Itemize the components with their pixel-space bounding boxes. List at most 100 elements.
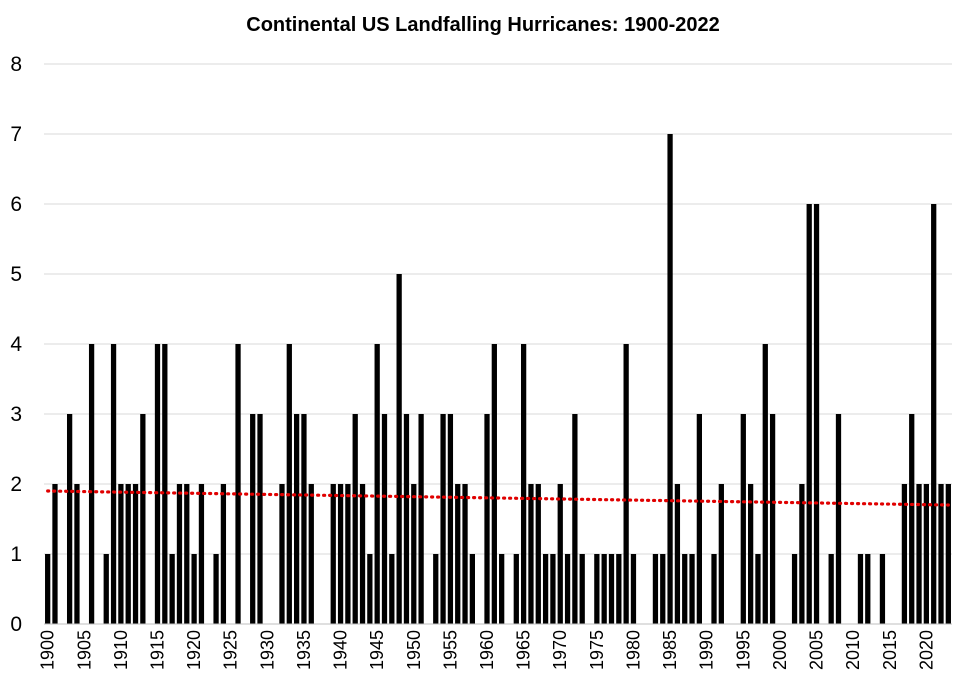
bar-1995 <box>740 414 746 624</box>
y-tick-label: 7 <box>10 123 22 146</box>
bar-1933 <box>286 344 292 624</box>
bar-1944 <box>367 554 373 624</box>
bar-1961 <box>491 344 497 624</box>
bar-1967 <box>535 484 541 624</box>
y-tick-label: 5 <box>10 263 22 286</box>
bar-1935 <box>301 414 307 624</box>
bar-1951 <box>418 414 424 624</box>
bar-1946 <box>381 414 388 624</box>
bar-1978 <box>616 554 622 624</box>
chart-title: Continental US Landfalling Hurricanes: 1… <box>246 14 719 36</box>
bar-1986 <box>674 484 681 624</box>
x-tick-label: 1905 <box>74 630 94 670</box>
bar-1936 <box>308 484 314 624</box>
bar-1970 <box>557 484 563 624</box>
x-tick-label: 2020 <box>916 630 936 670</box>
bar-1901 <box>52 484 58 624</box>
bar-2008 <box>835 414 842 624</box>
bar-1977 <box>608 554 615 624</box>
x-tick-label: 1920 <box>184 630 204 670</box>
bar-1949 <box>403 414 410 624</box>
x-tick-label: 1960 <box>477 630 497 670</box>
bar-1988 <box>689 554 695 624</box>
bar-2019 <box>916 484 922 624</box>
x-tick-label: 1980 <box>623 630 643 670</box>
x-tick-label: 1990 <box>697 630 717 670</box>
bar-1926 <box>235 344 241 624</box>
x-tick-label: 1940 <box>331 630 351 670</box>
y-axis-tick-labels: 0 1 2 3 4 5 6 7 8 <box>10 53 22 636</box>
gridlines <box>44 63 952 555</box>
x-tick-label: 2015 <box>880 630 900 670</box>
bar-1912 <box>132 484 139 624</box>
bar-1955 <box>447 414 454 624</box>
bar-1919 <box>184 484 190 624</box>
bar-1953 <box>433 554 439 624</box>
bar-1969 <box>550 554 556 624</box>
bar-1972 <box>572 414 578 624</box>
bar-1996 <box>747 484 754 624</box>
bar-1904 <box>74 484 80 624</box>
x-tick-label: 2010 <box>843 630 863 670</box>
bar-2011 <box>857 554 864 624</box>
bar-1917 <box>169 554 175 624</box>
bar-1908 <box>103 554 109 624</box>
bar-1997 <box>755 554 761 624</box>
bar-1903 <box>66 414 73 624</box>
x-tick-label: 1975 <box>587 630 607 670</box>
x-tick-label: 1930 <box>257 630 277 670</box>
bar-1971 <box>564 554 571 624</box>
bar-1924 <box>220 484 227 624</box>
bar-2002 <box>791 554 798 624</box>
x-tick-label: 1970 <box>550 630 570 670</box>
bar-1962 <box>499 554 505 624</box>
bar-1992 <box>718 484 724 624</box>
bar-1943 <box>359 484 366 624</box>
bar-1945 <box>374 344 380 624</box>
bar-1964 <box>513 554 519 624</box>
bar-1999 <box>769 414 776 624</box>
bar-2003 <box>799 484 805 624</box>
bar-1948 <box>396 274 402 624</box>
bar-1956 <box>455 484 461 624</box>
y-tick-label: 8 <box>10 53 22 76</box>
x-axis-tick-labels: 1900 1905 1910 1915 1920 1925 1930 1935 1940 1945… <box>38 630 937 670</box>
bar-1918 <box>176 484 183 624</box>
bar-1921 <box>198 484 205 624</box>
x-tick-label: 1925 <box>221 630 241 670</box>
bar-2012 <box>865 554 871 624</box>
bar-1950 <box>411 484 417 624</box>
bar-2020 <box>923 484 929 624</box>
bar-1957 <box>462 484 468 624</box>
bar-1985 <box>667 134 673 624</box>
x-tick-label: 1910 <box>111 630 131 670</box>
bar-1983 <box>652 554 659 624</box>
bar-1965 <box>520 344 527 624</box>
x-tick-label: 1955 <box>440 630 460 670</box>
bar-1975 <box>594 554 600 624</box>
bar-1941 <box>345 484 351 624</box>
bar-1910 <box>118 484 124 624</box>
bar-1906 <box>88 344 95 624</box>
bar-2007 <box>828 554 834 624</box>
x-tick-label: 2005 <box>807 630 827 670</box>
bar-1998 <box>762 344 768 624</box>
bar-2021 <box>931 204 937 624</box>
bar-2014 <box>879 554 886 624</box>
bar-2005 <box>813 204 820 624</box>
bar-1947 <box>389 554 395 624</box>
x-tick-label: 1950 <box>404 630 424 670</box>
bar-1980 <box>630 554 637 624</box>
x-tick-label: 1900 <box>38 630 58 670</box>
bar-1939 <box>330 484 336 624</box>
bar-1900 <box>45 554 51 624</box>
bar-1968 <box>542 554 549 624</box>
bar-1984 <box>660 554 666 624</box>
x-tick-label: 1995 <box>733 630 753 670</box>
bar-1960 <box>484 414 490 624</box>
y-tick-label: 2 <box>10 473 22 496</box>
x-tick-label: 1935 <box>294 630 314 670</box>
bar-2004 <box>806 204 812 624</box>
bar-1916 <box>162 344 168 624</box>
